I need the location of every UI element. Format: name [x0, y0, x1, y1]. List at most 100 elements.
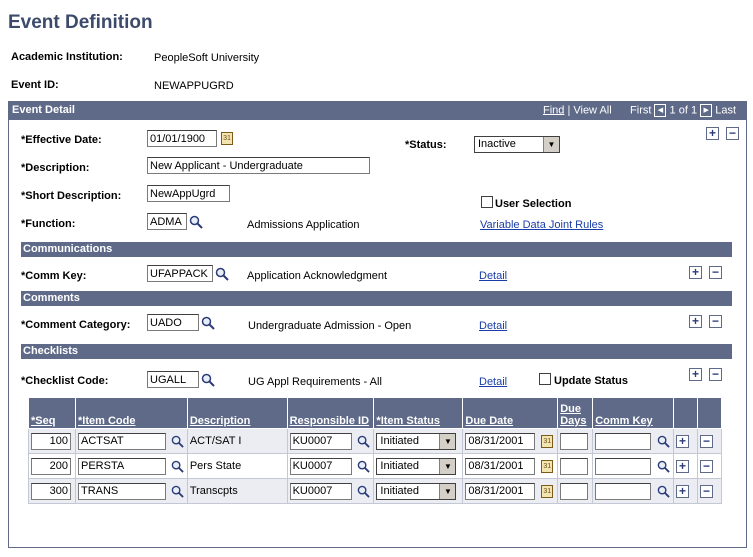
calendar-icon[interactable]: 31 [541, 460, 554, 473]
lookup-icon[interactable] [657, 485, 670, 498]
column-header-item-status[interactable]: *Item Status [373, 397, 464, 429]
seq-input[interactable] [31, 482, 71, 500]
due-date-input[interactable] [465, 482, 536, 500]
column-header-comm-key[interactable]: Comm Key [592, 397, 675, 429]
lookup-icon[interactable] [201, 373, 215, 387]
add-comment-row-button[interactable]: + [689, 315, 702, 328]
add-checklist-row-button[interactable]: + [689, 368, 702, 381]
calendar-icon[interactable]: 31 [221, 132, 233, 145]
lookup-icon[interactable] [357, 435, 371, 448]
function-input[interactable] [147, 213, 187, 230]
comment-category-label: *Comment Category: [21, 319, 131, 331]
user-selection-checkbox[interactable] [481, 196, 493, 208]
due-days-input[interactable] [560, 482, 589, 500]
effective-date-label: *Effective Date: [21, 134, 102, 146]
lookup-icon[interactable] [189, 215, 203, 229]
dropdown-arrow-icon[interactable]: ▼ [439, 483, 456, 499]
column-header-responsible-id[interactable]: Responsible ID [286, 397, 375, 429]
column-header-item-code[interactable]: *Item Code [74, 397, 188, 429]
delete-checklist-row-button[interactable]: − [709, 368, 722, 381]
first-link[interactable]: First [630, 104, 652, 117]
comm-key-row-input[interactable] [595, 457, 652, 475]
responsible-id-input[interactable] [289, 457, 352, 475]
seq-input[interactable] [31, 457, 71, 475]
comm-key-row-input[interactable] [595, 482, 652, 500]
update-status-label: Update Status [554, 375, 628, 387]
add-comm-row-button[interactable]: + [689, 266, 702, 279]
item-code-input[interactable] [77, 457, 166, 475]
lookup-icon[interactable] [357, 460, 371, 473]
find-link[interactable]: Find [542, 104, 565, 117]
item-description: Pers State [186, 453, 288, 479]
description-label: *Description: [21, 162, 90, 174]
item-status-select[interactable]: Initiated ▼ [376, 457, 457, 475]
due-date-input[interactable] [465, 432, 536, 450]
status-label: *Status: [405, 139, 447, 151]
comm-key-row-input[interactable] [595, 432, 652, 450]
delete-item-row-button[interactable]: − [700, 459, 714, 473]
item-code-input[interactable] [77, 432, 166, 450]
previous-icon[interactable]: ◀ [654, 104, 667, 117]
delete-item-row-button[interactable]: − [700, 484, 714, 498]
add-item-row-button[interactable]: + [676, 459, 690, 473]
seq-input[interactable] [31, 432, 71, 450]
table-row: Transcpts Initiated▼ 31 + − [28, 478, 722, 504]
dropdown-arrow-icon[interactable]: ▼ [439, 458, 456, 474]
item-status-select[interactable]: Initiated ▼ [376, 432, 457, 450]
variable-data-joint-rules-link[interactable]: Variable Data Joint Rules [480, 219, 604, 231]
dropdown-arrow-icon[interactable]: ▼ [439, 433, 456, 449]
calendar-icon[interactable]: 31 [541, 435, 554, 448]
checklist-code-label: *Checklist Code: [21, 375, 109, 387]
responsible-id-input[interactable] [289, 482, 352, 500]
comm-key-input[interactable] [147, 265, 213, 282]
add-event-row-button[interactable]: + [706, 127, 719, 140]
lookup-icon[interactable] [171, 460, 184, 473]
lookup-icon[interactable] [657, 460, 670, 473]
last-link[interactable]: Last [715, 104, 736, 117]
comment-category-input[interactable] [147, 314, 199, 331]
communications-header: Communications [21, 242, 732, 257]
responsible-id-input[interactable] [289, 432, 352, 450]
update-status-checkbox[interactable] [539, 373, 551, 385]
next-icon[interactable]: ▶ [700, 104, 713, 117]
checklist-code-input[interactable] [147, 371, 199, 388]
page-title: Event Definition [8, 12, 153, 33]
add-item-row-button[interactable]: + [676, 484, 690, 498]
description-input[interactable] [147, 157, 370, 174]
comment-detail-link[interactable]: Detail [479, 320, 508, 332]
function-description: Admissions Application [247, 219, 360, 231]
lookup-icon[interactable] [215, 267, 229, 281]
column-header-due-days[interactable]: Due Days [557, 397, 594, 429]
delete-comment-row-button[interactable]: − [709, 315, 722, 328]
status-select[interactable]: Inactive ▼ [474, 136, 560, 153]
short-description-input[interactable] [147, 185, 230, 202]
add-item-row-button[interactable]: + [676, 434, 690, 448]
delete-event-row-button[interactable]: − [726, 127, 739, 140]
lookup-icon[interactable] [201, 316, 215, 330]
lookup-icon[interactable] [171, 485, 184, 498]
column-header-description[interactable]: Description [186, 397, 288, 429]
column-header-seq[interactable]: *Seq [28, 397, 76, 429]
column-header-due-date[interactable]: Due Date [462, 397, 559, 429]
calendar-icon[interactable]: 31 [541, 485, 554, 498]
delete-comm-row-button[interactable]: − [709, 266, 722, 279]
item-status-select[interactable]: Initiated ▼ [376, 482, 457, 500]
lookup-icon[interactable] [171, 435, 184, 448]
column-header-add [673, 397, 699, 429]
lookup-icon[interactable] [357, 485, 371, 498]
comm-detail-link[interactable]: Detail [479, 270, 508, 282]
checklist-detail-link[interactable]: Detail [479, 376, 508, 388]
due-date-input[interactable] [465, 457, 536, 475]
dropdown-arrow-icon[interactable]: ▼ [543, 137, 559, 152]
item-code-input[interactable] [77, 482, 166, 500]
comments-header: Comments [21, 291, 732, 306]
lookup-icon[interactable] [657, 435, 670, 448]
effective-date-input[interactable] [147, 130, 217, 147]
view-all-link[interactable]: View All [573, 104, 612, 117]
due-days-input[interactable] [560, 432, 589, 450]
scroll-nav: Find | View All First ◀ 1 of 1 ▶ Last [543, 104, 736, 117]
due-days-input[interactable] [560, 457, 589, 475]
user-selection-label: User Selection [495, 198, 572, 210]
academic-institution-label: Academic Institution: [11, 51, 123, 63]
delete-item-row-button[interactable]: − [700, 434, 714, 448]
